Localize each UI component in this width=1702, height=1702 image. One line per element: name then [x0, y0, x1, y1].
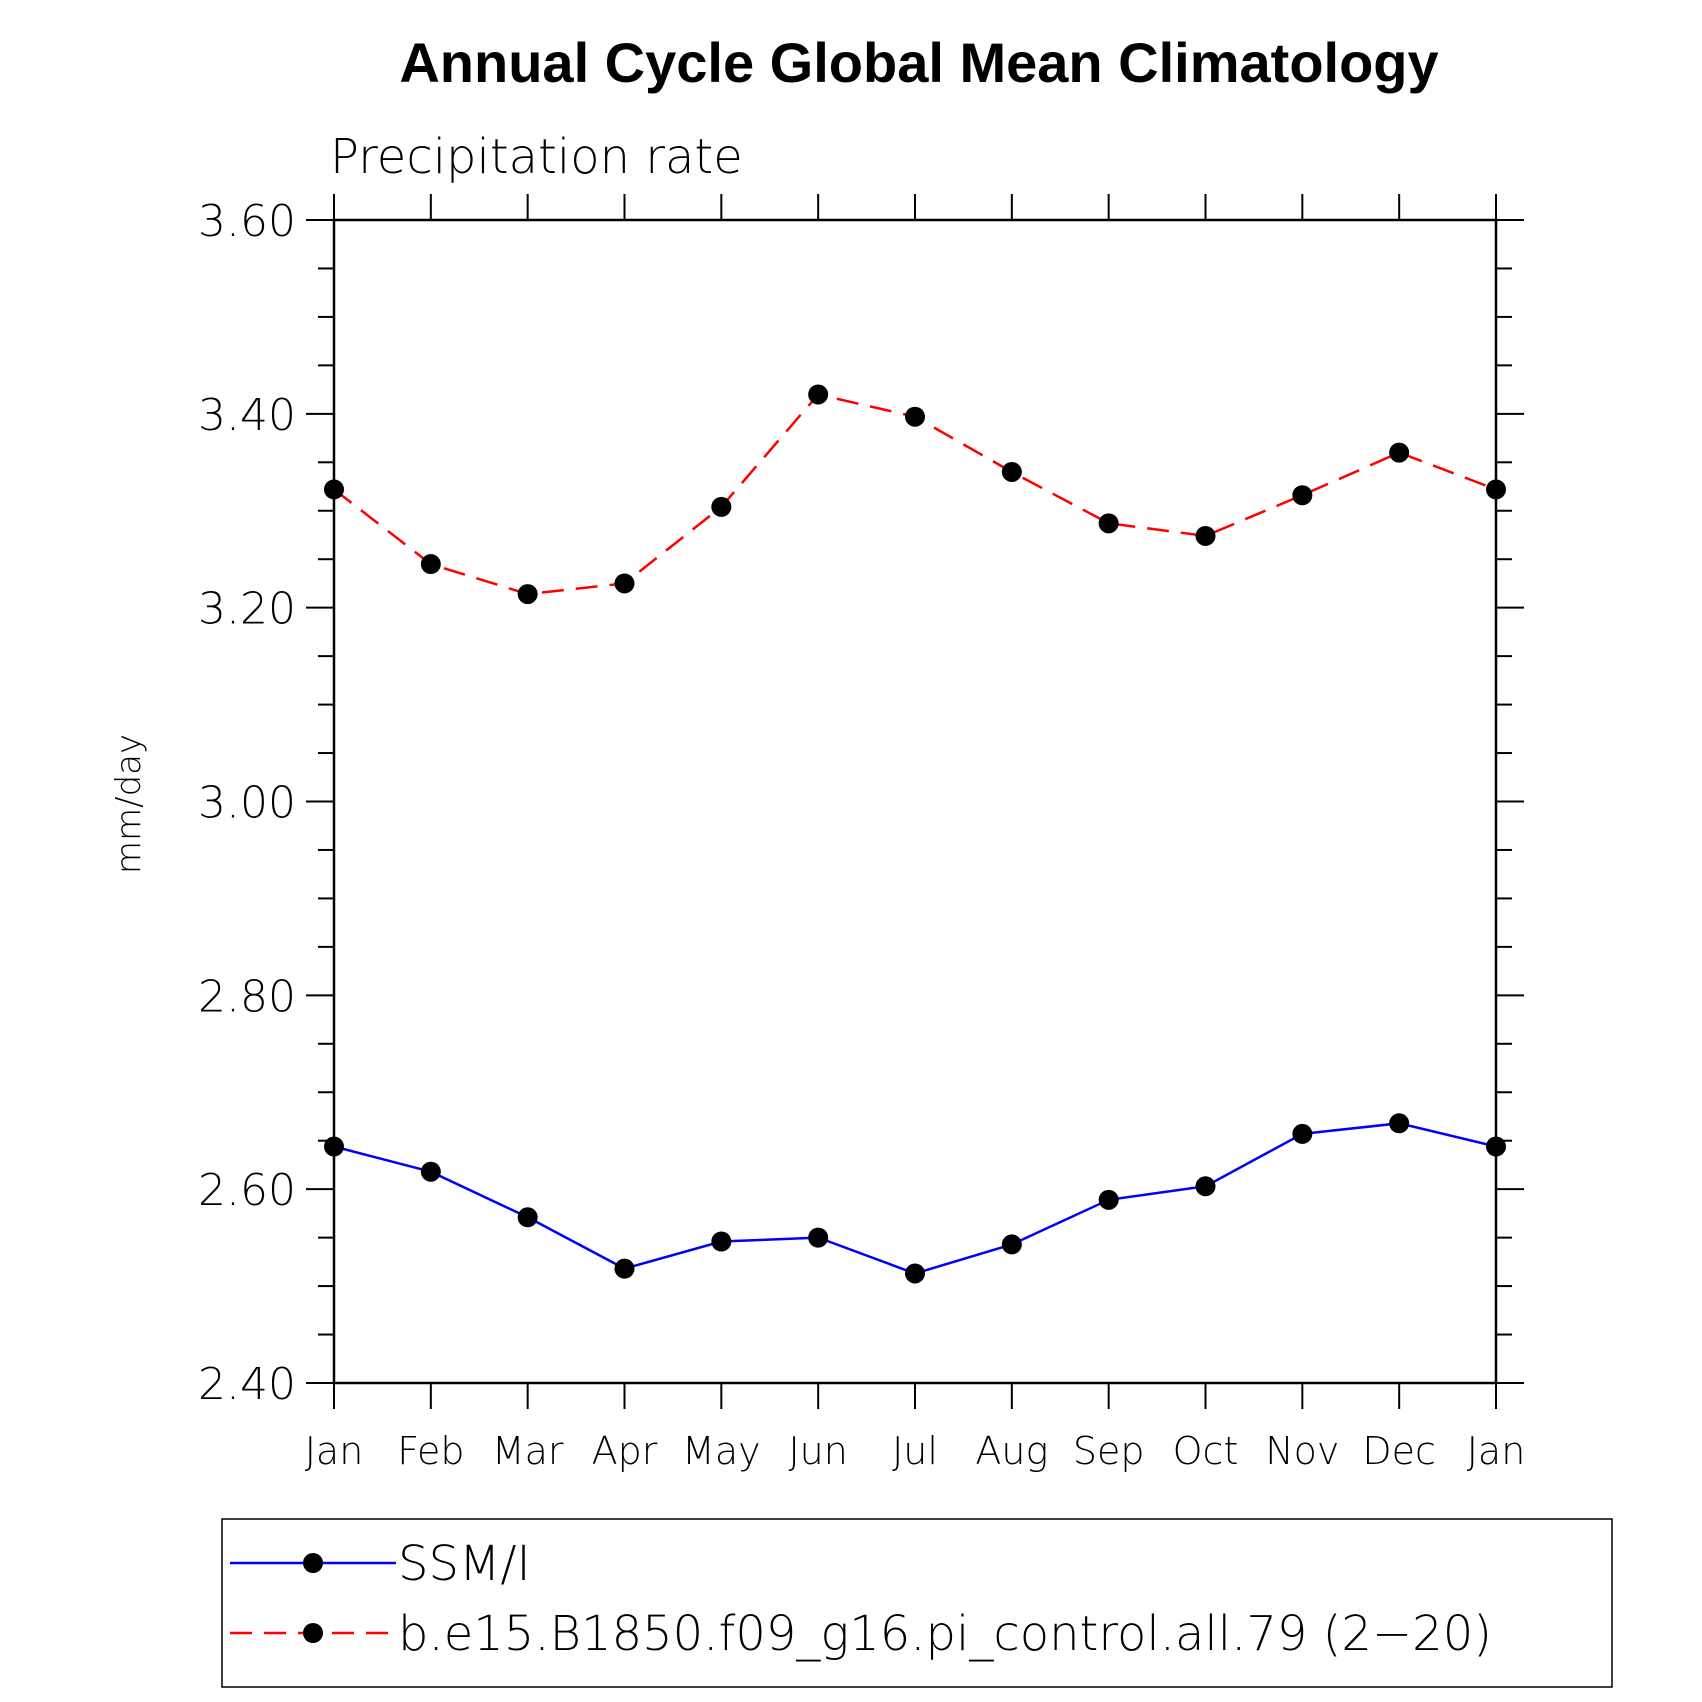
- series-0-point: [711, 1231, 732, 1252]
- x-tick-label: Aug: [975, 1429, 1048, 1473]
- series-1-point: [1098, 513, 1119, 534]
- x-tick-label: Dec: [1362, 1429, 1436, 1473]
- series-1-point: [1486, 479, 1506, 500]
- x-tick-label: Jul: [892, 1429, 938, 1473]
- series-0-point: [808, 1227, 829, 1248]
- legend-label-model: b.e15.B1850.f09_g16.pi_control.all.79 (2…: [398, 1606, 1492, 1662]
- y-tick-label: 3.40: [198, 390, 296, 441]
- series-0-point: [1292, 1123, 1313, 1144]
- series-1-point: [1292, 485, 1313, 506]
- y-tick-label: 3.20: [198, 584, 296, 635]
- series-0-point: [1486, 1136, 1506, 1157]
- x-tick-label: Oct: [1173, 1429, 1239, 1473]
- x-tick-label: Mar: [492, 1429, 564, 1473]
- series-1-point: [614, 573, 635, 594]
- x-tick-label: Apr: [592, 1429, 658, 1473]
- x-tick-label: Nov: [1265, 1429, 1339, 1473]
- series-1-point: [905, 406, 925, 427]
- x-tick-label: Sep: [1073, 1429, 1145, 1473]
- y-tick-label: 2.60: [198, 1165, 296, 1216]
- series-0-point: [1098, 1189, 1119, 1210]
- series-1-point: [1389, 442, 1410, 463]
- x-tick-label: Jan: [1467, 1429, 1526, 1473]
- legend-box: [221, 1518, 1613, 1688]
- legend: SSM/I b.e15.B1850.f09_g16.pi_control.all…: [221, 1518, 1613, 1688]
- y-axis-label: mm/day: [109, 734, 149, 874]
- series-1-point: [1001, 461, 1022, 482]
- y-tick-label: 3.60: [198, 196, 296, 247]
- series-line-0: [333, 1122, 1497, 1275]
- series-0-point: [1195, 1176, 1216, 1197]
- plot-area: [324, 384, 1506, 1284]
- series-1-point: [420, 554, 441, 575]
- y-tick-label: 2.40: [198, 1359, 296, 1410]
- series-0-point: [517, 1207, 538, 1228]
- y-tick-label: 2.80: [198, 971, 296, 1022]
- series-0-point: [614, 1258, 635, 1279]
- legend-marker-model: [303, 1623, 323, 1643]
- legend-label-ssmi: SSM/I: [398, 1536, 531, 1592]
- chart-title: Annual Cycle Global Mean Climatology: [399, 31, 1438, 94]
- chart-subtitle: Precipitation rate: [330, 129, 743, 185]
- x-tick-label: Feb: [397, 1429, 464, 1473]
- series-0-point: [1001, 1234, 1022, 1255]
- x-tick-label: Jun: [788, 1429, 847, 1473]
- legend-marker-ssmi: [303, 1553, 323, 1573]
- series-1-point: [1195, 525, 1216, 546]
- series-0-point: [324, 1136, 344, 1157]
- y-tick-label: 3.00: [198, 778, 296, 829]
- series-1-point: [517, 584, 538, 605]
- x-tick-label: Jan: [305, 1429, 364, 1473]
- series-1-point: [711, 496, 732, 517]
- x-tick-label: May: [682, 1429, 761, 1473]
- series-0-point: [420, 1161, 441, 1182]
- axes: 2.40 2.60 2.80 3.00 3.20 3.40 3.60 Jan Feb Mar Apr…: [198, 194, 1525, 1473]
- series-1-point: [808, 384, 829, 405]
- series-0-point: [905, 1263, 925, 1284]
- series-0-point: [1389, 1113, 1410, 1134]
- series-1-point: [324, 479, 344, 500]
